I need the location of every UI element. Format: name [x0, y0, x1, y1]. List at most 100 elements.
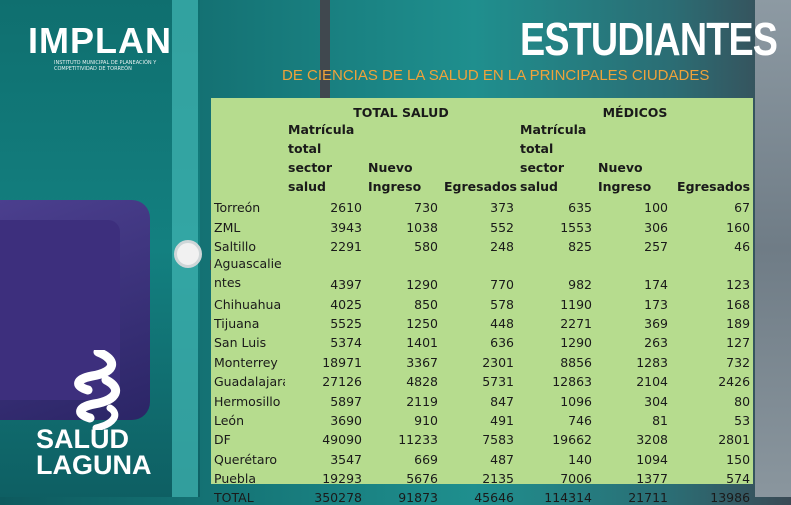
- value-cell: 1290: [406, 277, 438, 293]
- table-row: ZML 3943 1038 552 1553 306 160: [211, 215, 753, 235]
- table-row: León 3690 910 491 746 81 53: [211, 409, 753, 428]
- value-cell: 982: [568, 277, 592, 293]
- group-header-total-salud: TOTAL SALUD: [353, 105, 449, 120]
- table-row: Monterrey 18971 3367 2301 8856 1283 732: [211, 350, 753, 370]
- value-cell: 11233: [398, 432, 438, 448]
- value-cell: 150: [726, 451, 751, 467]
- value-cell: 4828: [406, 374, 438, 390]
- value-cell: 7583: [482, 432, 514, 448]
- value-cell: 2104: [636, 374, 668, 390]
- value-cell: 2135: [482, 471, 514, 487]
- table-row: Puebla 19293 5676 2135 7006 1377 574: [211, 467, 753, 486]
- value-cell: 21711: [628, 490, 668, 505]
- table-row: Querétaro 3547 669 487 140 1094 150: [211, 447, 753, 467]
- value-cell: 2301: [482, 354, 514, 370]
- table-row: TOTAL 350278 91873 45646 114314 21711 13986: [211, 486, 753, 505]
- implan-logo: IMPLAN: [28, 20, 172, 61]
- value-cell: 263: [644, 335, 668, 351]
- value-cell: 27126: [322, 374, 362, 390]
- value-cell: 91873: [398, 490, 438, 505]
- column-header: Nuevo Ingreso: [598, 160, 652, 194]
- table-row: Saltillo 2291 580 248 825 257 46: [211, 235, 753, 254]
- value-cell: 49090: [322, 432, 362, 448]
- value-cell: 81: [652, 412, 668, 428]
- city-cell: León: [214, 412, 245, 428]
- value-cell: 3208: [636, 432, 668, 448]
- value-cell: 847: [490, 393, 514, 409]
- value-cell: 127: [726, 335, 751, 351]
- value-cell: 1283: [636, 354, 668, 370]
- table-row: DF 49090 11233 7583 19662 3208 2801: [211, 428, 753, 447]
- value-cell: 3943: [330, 219, 362, 235]
- value-cell: 1250: [406, 315, 438, 331]
- city-cell: Tijuana: [214, 315, 260, 331]
- value-cell: 1553: [560, 219, 592, 235]
- city-cell: Querétaro: [214, 451, 278, 467]
- value-cell: 168: [726, 296, 751, 312]
- value-cell: 4025: [330, 296, 362, 312]
- value-cell: 3367: [406, 354, 438, 370]
- value-cell: 160: [726, 219, 751, 235]
- value-cell: 574: [726, 471, 751, 487]
- value-cell: 2610: [330, 200, 362, 216]
- city-cell: Monterrey: [214, 354, 278, 370]
- value-cell: 373: [490, 200, 514, 216]
- value-cell: 13986: [710, 490, 751, 505]
- value-cell: 732: [726, 354, 751, 370]
- city-cell: Guadalajara: [214, 374, 285, 390]
- value-cell: 487: [490, 451, 514, 467]
- value-cell: 350278: [314, 490, 362, 505]
- column-header: Nuevo Ingreso: [368, 160, 422, 194]
- value-cell: 850: [414, 296, 438, 312]
- value-cell: 825: [568, 239, 592, 255]
- table-row: Guadalajara 27126 4828 5731 12863 2104 2426: [211, 370, 753, 389]
- value-cell: 67: [734, 200, 751, 216]
- salud-laguna-logo: SALUD LAGUNA: [36, 340, 156, 480]
- value-cell: 12863: [552, 374, 592, 390]
- value-cell: 174: [644, 277, 668, 293]
- value-cell: 1290: [560, 335, 592, 351]
- value-cell: 1190: [560, 296, 592, 312]
- students-table: TOTAL SALUD MÉDICOS Matrícula total sect…: [211, 98, 753, 505]
- value-cell: 491: [490, 412, 514, 428]
- city-cell: Puebla: [214, 471, 256, 487]
- value-cell: 578: [490, 296, 514, 312]
- value-cell: 552: [490, 219, 514, 235]
- value-cell: 4397: [330, 277, 362, 293]
- value-cell: 19662: [552, 432, 592, 448]
- value-cell: 80: [734, 393, 751, 409]
- value-cell: 173: [644, 296, 668, 312]
- value-cell: 45646: [474, 490, 514, 505]
- value-cell: 669: [414, 451, 438, 467]
- value-cell: 3690: [330, 412, 362, 428]
- value-cell: 53: [734, 412, 751, 428]
- table-row: Torreón 2610 730 373 635 100 67: [211, 196, 753, 215]
- value-cell: 46: [734, 239, 751, 255]
- city-cell: Saltillo: [214, 239, 257, 255]
- value-cell: 1038: [406, 219, 438, 235]
- value-cell: 746: [568, 412, 592, 428]
- value-cell: 189: [726, 315, 751, 331]
- value-cell: 114314: [544, 490, 592, 505]
- background-right-panel: [755, 0, 791, 497]
- value-cell: 2271: [560, 315, 592, 331]
- value-cell: 304: [644, 393, 668, 409]
- value-cell: 1096: [560, 393, 592, 409]
- group-header-medicos: MÉDICOS: [602, 105, 668, 120]
- value-cell: 100: [644, 200, 668, 216]
- value-cell: 1401: [406, 335, 438, 351]
- column-header: Matrícula total sector salud: [520, 122, 587, 194]
- students-table-panel: TOTAL SALUD MÉDICOS Matrícula total sect…: [211, 98, 753, 505]
- value-cell: 5897: [330, 393, 362, 409]
- stethoscope-knob-decoration: [174, 240, 202, 268]
- value-cell: 8856: [560, 354, 592, 370]
- value-cell: 306: [644, 219, 668, 235]
- table-row: San Luis 5374 1401 636 1290 263 127: [211, 331, 753, 350]
- value-cell: 2426: [718, 374, 751, 390]
- value-cell: 580: [414, 239, 438, 255]
- value-cell: 257: [644, 239, 668, 255]
- city-cell: San Luis: [214, 335, 267, 351]
- value-cell: 5731: [482, 374, 514, 390]
- value-cell: 1094: [636, 451, 668, 467]
- value-cell: 448: [490, 315, 514, 331]
